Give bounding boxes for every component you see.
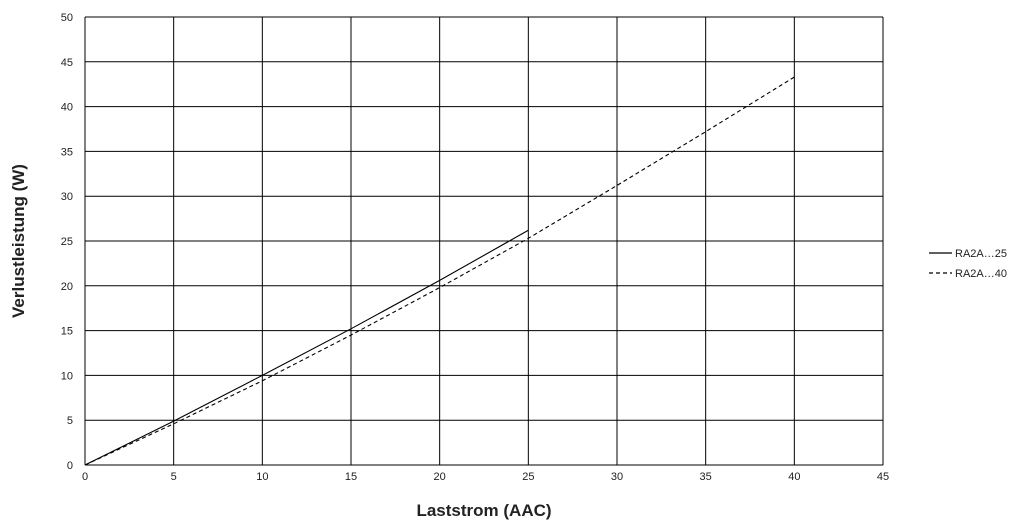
x-tick-label: 30 <box>611 471 623 483</box>
legend-item: RA2A…40 <box>929 268 1007 280</box>
y-tick-label: 20 <box>61 281 73 293</box>
x-tick-label: 5 <box>171 471 177 483</box>
y-tick-label: 40 <box>61 102 73 114</box>
y-tick-label: 10 <box>61 370 73 382</box>
legend-item: RA2A…25 <box>929 248 1007 260</box>
x-tick-label: 45 <box>877 471 889 483</box>
x-tick-label: 10 <box>256 471 268 483</box>
grid <box>84 16 884 466</box>
y-tick-label: 25 <box>61 236 73 248</box>
y-tick-label: 5 <box>67 415 73 427</box>
y-axis-ticks: 0 5 10 15 20 25 30 35 40 45 50 <box>61 12 73 472</box>
x-tick-label: 35 <box>700 471 712 483</box>
y-axis-title: Verlustleistung (W) <box>9 164 28 318</box>
y-tick-label: 45 <box>61 57 73 69</box>
legend-label: RA2A…40 <box>955 268 1007 280</box>
x-tick-label: 0 <box>82 471 88 483</box>
y-tick-label: 50 <box>61 12 73 24</box>
x-axis-ticks: 0 5 10 15 20 25 30 35 40 45 <box>82 471 889 483</box>
series-line-solid <box>84 229 529 466</box>
legend: RA2A…25 RA2A…40 <box>929 248 1007 280</box>
y-tick-label: 15 <box>61 326 73 338</box>
x-tick-label: 25 <box>522 471 534 483</box>
series-lines <box>84 76 795 466</box>
y-tick-label: 0 <box>67 460 73 472</box>
x-tick-label: 20 <box>434 471 446 483</box>
x-tick-label: 15 <box>345 471 357 483</box>
x-tick-label: 40 <box>788 471 800 483</box>
x-axis-title: Laststrom (AAC) <box>416 501 551 520</box>
y-tick-label: 30 <box>61 191 73 203</box>
y-tick-label: 35 <box>61 146 73 158</box>
legend-label: RA2A…25 <box>955 248 1007 260</box>
